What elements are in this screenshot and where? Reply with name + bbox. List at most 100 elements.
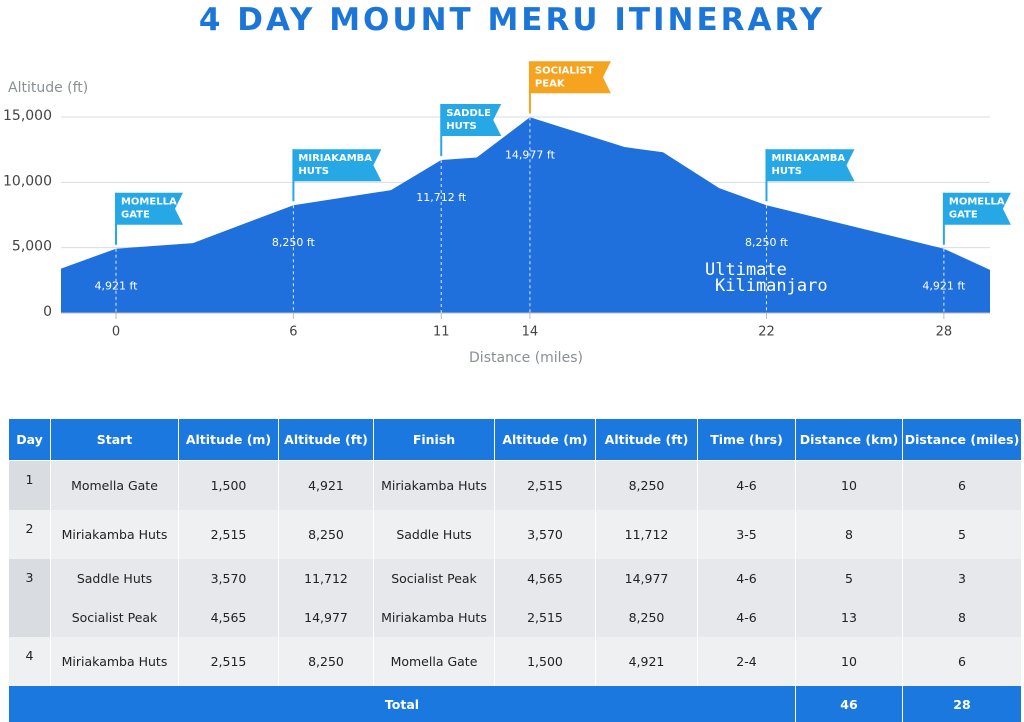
table-cell: Miriakamba Huts	[373, 460, 495, 510]
table-cell: 3,570	[494, 510, 596, 559]
table-cell: Momella Gate	[373, 637, 495, 686]
table-row: 4 Miriakamba Huts 2,515 8,250 Momella Gate 1,…	[8, 637, 1022, 686]
day-cell: 4	[8, 637, 51, 686]
column-header: Altitude (ft)	[595, 418, 698, 461]
table-cell: 8,250	[278, 510, 374, 559]
y-tick-label: 15,000	[3, 108, 52, 124]
chart: Altitude (ft) Distance (miles) 0 5,000 10,…	[3, 61, 1011, 366]
y-axis-label: Altitude (ft)	[8, 80, 88, 96]
table-cell: 10	[795, 637, 903, 686]
table-cell: Miriakamba Huts	[373, 598, 495, 637]
table-cell: 4-6	[697, 460, 796, 510]
x-tick-label: 11	[433, 325, 450, 340]
table-cell: 10	[795, 460, 903, 510]
flag-label: MIRIAKAMBA	[771, 153, 845, 164]
table-cell: 2-4	[697, 637, 796, 686]
table-cell: 8	[902, 598, 1022, 637]
table-cell: 3,570	[178, 559, 279, 598]
table-cell: 8,250	[595, 598, 698, 637]
table-row: 2 Miriakamba Huts 2,515 8,250 Saddle Huts 3,5…	[8, 510, 1022, 559]
total-value: 28	[902, 686, 1022, 722]
table-cell: 4,921	[278, 460, 374, 510]
day-cell: 1	[8, 460, 51, 510]
total-value: 46	[795, 686, 903, 722]
column-header: Day	[8, 418, 51, 461]
altitude-area	[61, 117, 990, 313]
table-row: 1 Momella Gate 1,500 4,921 Miriakamba Huts 2,…	[8, 460, 1022, 510]
flag	[766, 149, 855, 182]
flag-label: GATE	[121, 210, 150, 221]
total-label: Total	[8, 686, 796, 722]
flag	[115, 192, 183, 225]
logo: Ultimate	[705, 260, 787, 280]
table-cell: 2,515	[178, 637, 279, 686]
title: 4 DAY MOUNT MERU ITINERARY	[198, 2, 826, 38]
table-cell: Momella Gate	[50, 460, 179, 510]
y-tick-label: 5,000	[12, 239, 52, 255]
table-cell: 4,565	[494, 559, 596, 598]
table-cell: 5	[795, 559, 903, 598]
page: 4 DAY MOUNT MERU ITINERARY Altitude (ft)…	[3, 2, 1022, 722]
column-header: Finish	[373, 418, 495, 461]
x-tick-label: 6	[289, 325, 297, 340]
table-cell: 8,250	[278, 637, 374, 686]
x-tick-label: 28	[936, 325, 953, 340]
day-cell: 3	[8, 559, 51, 637]
y-tick-label: 10,000	[3, 173, 52, 189]
table-cell: 14,977	[595, 559, 698, 598]
table-cell: Socialist Peak	[373, 559, 495, 598]
table-cell: 11,712	[278, 559, 374, 598]
flag	[943, 192, 1011, 225]
flag-label: HUTS	[771, 166, 802, 177]
flag	[529, 61, 611, 94]
x-tick-label: 14	[522, 325, 539, 340]
table-cell: 2,515	[178, 510, 279, 559]
logo: Kilimanjaro	[715, 276, 828, 296]
table-cell: 8	[795, 510, 903, 559]
table-cell: Miriakamba Huts	[50, 637, 179, 686]
flag-label: HUTS	[446, 121, 477, 132]
table-cell: 4-6	[697, 559, 796, 598]
total-row: Total 46 28	[8, 686, 1022, 722]
flag-label: PEAK	[535, 78, 566, 89]
flag-label: MOMELLA	[121, 197, 177, 208]
table-cell: 1,500	[494, 637, 596, 686]
column-header: Altitude (m)	[494, 418, 596, 461]
table-cell: 2,515	[494, 460, 596, 510]
column-header: Time (hrs)	[697, 418, 796, 461]
header-row: Day Start Altitude (m) Altitude (ft) Finish A…	[8, 418, 1022, 461]
table-cell: 14,977	[278, 598, 374, 637]
x-tick-label: 22	[758, 325, 775, 340]
table-cell: 6	[902, 637, 1022, 686]
table-cell: Socialist Peak	[50, 598, 179, 637]
table-cell: 6	[902, 460, 1022, 510]
column-header: Start	[50, 418, 179, 461]
column-header: Distance (km)	[795, 418, 903, 461]
column-header: Distance (miles)	[902, 418, 1022, 461]
table-cell: 13	[795, 598, 903, 637]
table-cell: 4,565	[178, 598, 279, 637]
table-cell: 3-5	[697, 510, 796, 559]
flag-label: MIRIAKAMBA	[298, 153, 372, 164]
table-cell: 4,921	[595, 637, 698, 686]
table-cell: 2,515	[494, 598, 596, 637]
table-row: 3 Saddle Huts 3,570 11,712 Socialist Peak 4,5…	[8, 559, 1022, 637]
table-cell: 3	[902, 559, 1022, 598]
flag-label: GATE	[949, 210, 978, 221]
table-cell: 1,500	[178, 460, 279, 510]
column-header: Altitude (m)	[178, 418, 279, 461]
table-cell: 11,712	[595, 510, 698, 559]
flag-label: SADDLE	[446, 108, 491, 119]
itinerary-table: Day Start Altitude (m) Altitude (ft) Finish A…	[8, 418, 1022, 722]
x-tick-label: 0	[112, 325, 120, 340]
flag	[441, 103, 502, 136]
table-cell: 4-6	[697, 598, 796, 637]
flag	[293, 149, 382, 182]
flag-label: HUTS	[298, 166, 329, 177]
table-cell: Saddle Huts	[373, 510, 495, 559]
table-row: Socialist Peak 4,565 14,977 Miriakamba Huts…	[9, 598, 1022, 637]
table-cell: Saddle Huts	[50, 559, 179, 598]
x-axis-label: Distance (miles)	[469, 350, 583, 366]
column-header: Altitude (ft)	[278, 418, 374, 461]
flag-label: MOMELLA	[949, 197, 1005, 208]
